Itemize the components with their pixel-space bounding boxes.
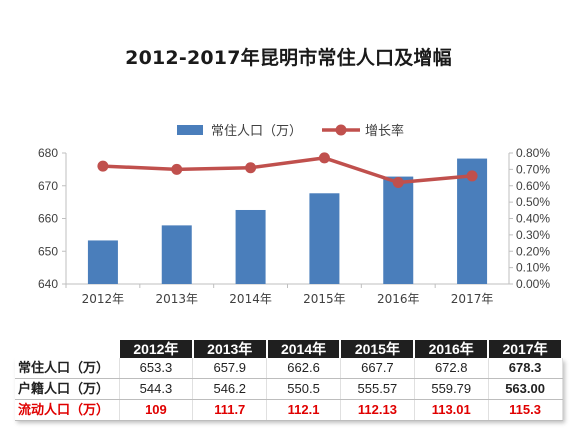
legend: 常住人口（万） 增长率: [177, 123, 404, 139]
y-right-tick-label: 0.40%: [516, 212, 550, 226]
legend-swatch-marker: [335, 124, 347, 136]
table-row-registered: 户籍人口（万） 544.3 546.2 550.5 555.57 559.79 …: [15, 378, 563, 400]
line-point: [466, 170, 478, 182]
table-cell: 546.2: [192, 378, 268, 400]
y-right-tick-label: 0.00%: [516, 277, 550, 291]
table-header-corner: [15, 340, 120, 358]
y-right-tick-label: 0.30%: [516, 228, 550, 242]
bar-series: [87, 158, 488, 284]
table-header-cell: 2013年: [192, 340, 268, 358]
chart-area: 常住人口（万） 增长率 640 650 660 670 680 0.00% 0.10% 0.20…: [38, 123, 550, 306]
bar: [87, 240, 118, 284]
x-tick-label: 2014年: [229, 292, 272, 306]
table-cell: 672.8: [414, 358, 489, 379]
line-point: [392, 176, 404, 188]
x-tick-label: 2015年: [303, 292, 346, 306]
table-cell: 544.3: [119, 378, 194, 400]
row-label: 流动人口（万）: [15, 399, 120, 421]
line-point: [97, 160, 109, 172]
table-header-cell: 2017年: [488, 340, 563, 358]
legend-label-line: 增长率: [365, 123, 404, 139]
y-left-tick-label: 660: [38, 212, 58, 226]
table-cell: 657.9: [192, 358, 268, 379]
table-header-cell: 2012年: [119, 340, 194, 358]
table-cell: 109: [119, 399, 194, 421]
table-cell: 667.7: [340, 358, 415, 379]
x-tick-label: 2013年: [155, 292, 198, 306]
x-tick-label: 2016年: [377, 292, 420, 306]
table-cell: 112.1: [266, 399, 341, 421]
table-header-row: 2012年 2013年 2014年 2015年 2016年 2017年: [15, 340, 563, 358]
chart-title: 2012-2017年昆明市常住人口及增幅: [125, 47, 452, 69]
table-cell: 653.3: [119, 358, 194, 379]
line-point: [318, 152, 330, 164]
bar: [383, 176, 414, 284]
table-row-floating: 流动人口（万） 109 111.7 112.1 112.13 113.01 11…: [15, 399, 563, 421]
table-cell: 111.7: [192, 399, 268, 421]
y-right-tick-label: 0.80%: [516, 146, 550, 160]
row-label: 常住人口（万）: [15, 358, 120, 379]
y-right-tick-label: 0.70%: [516, 162, 550, 176]
legend-swatch-bar: [177, 125, 203, 135]
y-right-tick-label: 0.10%: [516, 261, 550, 275]
table-header-cell: 2014年: [266, 340, 342, 358]
data-table: 2012年 2013年 2014年 2015年 2016年 2017年 常住人口…: [15, 340, 563, 421]
bar: [309, 193, 340, 284]
table-cell: 112.13: [340, 399, 415, 421]
line-series: [97, 152, 478, 188]
table-cell: 555.57: [340, 378, 415, 400]
x-tick-label: 2012年: [82, 292, 125, 306]
y-right-tick-label: 0.20%: [516, 244, 550, 258]
y-left-tick-label: 680: [38, 146, 58, 160]
x-tick-label: 2017年: [451, 292, 494, 306]
table-cell: 678.3: [488, 358, 563, 379]
table-header-cell: 2015年: [340, 340, 416, 358]
table-cell: 113.01: [414, 399, 489, 421]
table-header-cell: 2016年: [414, 340, 490, 358]
table-row-resident: 常住人口（万） 653.3 657.9 662.6 667.7 672.8 67…: [15, 358, 563, 379]
table-cell: 550.5: [266, 378, 341, 400]
line-point: [245, 162, 257, 174]
y-right-tick-label: 0.60%: [516, 179, 550, 193]
bar: [235, 209, 266, 284]
line-point: [171, 163, 183, 175]
bar: [161, 225, 192, 284]
y-left-tick-label: 640: [38, 277, 58, 291]
y-left-tick-label: 650: [38, 244, 58, 258]
table-cell: 559.79: [414, 378, 489, 400]
growth-line: [102, 156, 473, 185]
legend-label-bar: 常住人口（万）: [211, 124, 302, 139]
table-cell: 115.3: [488, 399, 563, 421]
table-cell: 563.00: [488, 378, 563, 400]
axes: 640 650 660 670 680 0.00% 0.10% 0.20% 0.30% 0.40%…: [38, 146, 550, 306]
row-label: 户籍人口（万）: [15, 378, 120, 400]
table-cell: 662.6: [266, 358, 341, 379]
y-left-tick-label: 670: [38, 179, 58, 193]
y-right-tick-label: 0.50%: [516, 195, 550, 209]
